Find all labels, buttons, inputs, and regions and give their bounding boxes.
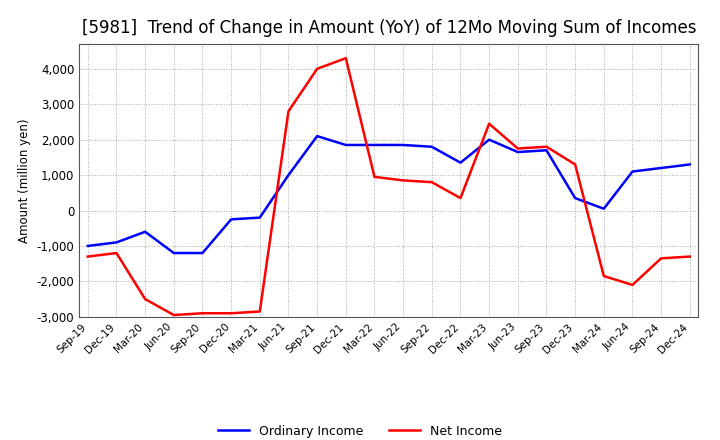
Ordinary Income — [513, 150, 522, 155]
Ordinary Income — [227, 217, 235, 222]
Ordinary Income — [456, 160, 465, 165]
Net Income — [112, 250, 121, 256]
Ordinary Income — [571, 195, 580, 201]
Net Income — [312, 66, 321, 71]
Net Income — [600, 273, 608, 279]
Ordinary Income — [198, 250, 207, 256]
Ordinary Income — [399, 142, 408, 147]
Ordinary Income — [542, 148, 551, 153]
Net Income — [399, 178, 408, 183]
Net Income — [428, 180, 436, 185]
Net Income — [256, 309, 264, 314]
Net Income — [571, 162, 580, 167]
Ordinary Income — [169, 250, 178, 256]
Ordinary Income — [84, 243, 92, 249]
Y-axis label: Amount (million yen): Amount (million yen) — [18, 118, 31, 242]
Net Income — [628, 282, 636, 288]
Ordinary Income — [370, 142, 379, 147]
Ordinary Income — [685, 162, 694, 167]
Legend: Ordinary Income, Net Income: Ordinary Income, Net Income — [213, 420, 507, 440]
Net Income — [513, 146, 522, 151]
Ordinary Income — [284, 172, 293, 178]
Net Income — [198, 311, 207, 316]
Ordinary Income — [256, 215, 264, 220]
Ordinary Income — [312, 133, 321, 139]
Ordinary Income — [341, 142, 350, 147]
Net Income — [341, 55, 350, 61]
Ordinary Income — [657, 165, 665, 171]
Net Income — [485, 121, 493, 126]
Net Income — [456, 195, 465, 201]
Ordinary Income — [112, 240, 121, 245]
Line: Ordinary Income: Ordinary Income — [88, 136, 690, 253]
Ordinary Income — [628, 169, 636, 174]
Net Income — [657, 256, 665, 261]
Net Income — [370, 174, 379, 180]
Net Income — [169, 312, 178, 318]
Line: Net Income: Net Income — [88, 58, 690, 315]
Net Income — [141, 297, 150, 302]
Ordinary Income — [485, 137, 493, 142]
Ordinary Income — [428, 144, 436, 150]
Net Income — [84, 254, 92, 259]
Net Income — [227, 311, 235, 316]
Ordinary Income — [141, 229, 150, 235]
Net Income — [284, 109, 293, 114]
Net Income — [685, 254, 694, 259]
Net Income — [542, 144, 551, 150]
Ordinary Income — [600, 206, 608, 211]
Title: [5981]  Trend of Change in Amount (YoY) of 12Mo Moving Sum of Incomes: [5981] Trend of Change in Amount (YoY) o… — [81, 19, 696, 37]
